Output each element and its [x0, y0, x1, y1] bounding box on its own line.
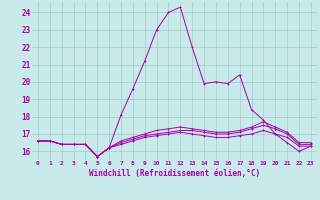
X-axis label: Windchill (Refroidissement éolien,°C): Windchill (Refroidissement éolien,°C)	[89, 169, 260, 178]
